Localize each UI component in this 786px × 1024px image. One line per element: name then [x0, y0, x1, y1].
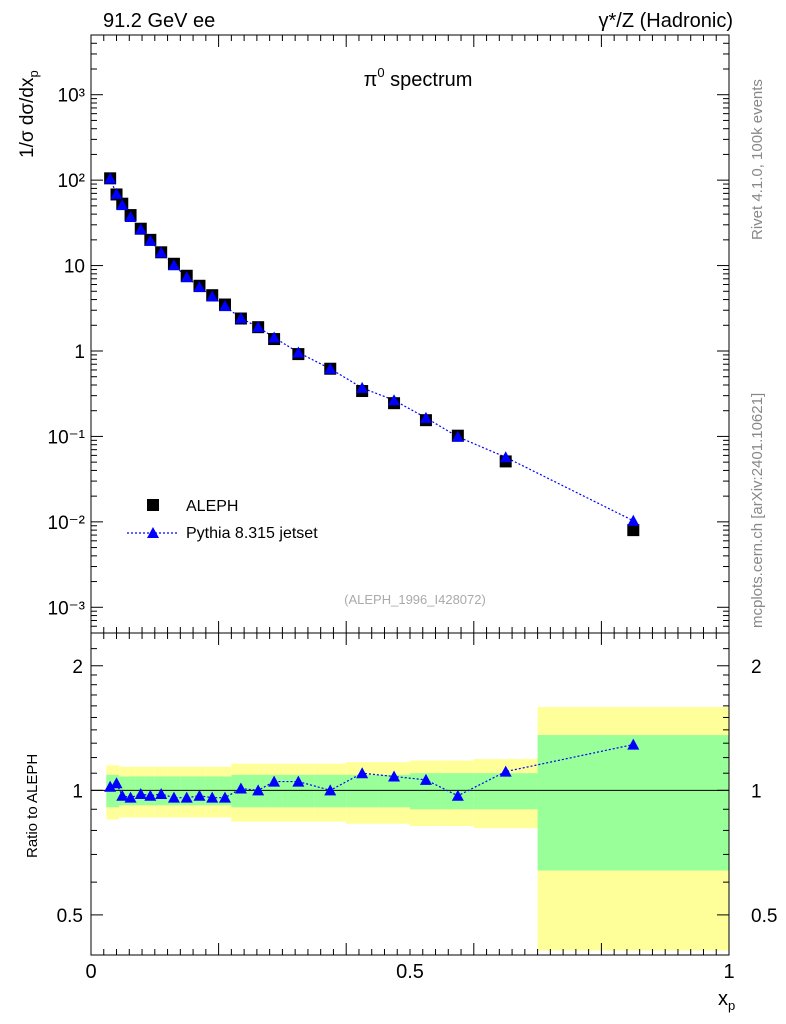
main-y-tick-label-0: 10⁻³ — [48, 598, 86, 619]
mc-point-0 — [104, 172, 117, 184]
legend-mc-marker — [147, 527, 159, 538]
mc-point-1 — [110, 187, 123, 199]
legend-mc-label: Pythia 8.315 jetset — [186, 525, 318, 542]
data-point-22 — [627, 524, 640, 537]
ratio-mc-point-7 — [167, 791, 180, 803]
ratio-mc-point-19 — [419, 773, 432, 785]
main-y-tick-label-4: 10 — [64, 257, 85, 278]
ratio-mc-point-0 — [104, 780, 117, 792]
ratio-mc-point-21 — [499, 765, 512, 777]
ratio-mc-point-16 — [324, 784, 337, 796]
x-tick-label-0: 0 — [85, 961, 96, 983]
main-plot-frame — [90, 34, 730, 634]
ratio-mc-point-2 — [116, 789, 129, 801]
ratio-inner-band-22 — [537, 735, 729, 871]
ratio-mc-point-3 — [124, 791, 137, 803]
ratio-mc-point-20 — [451, 789, 464, 801]
ratio-mc-point-4 — [134, 787, 147, 799]
mc-point-20 — [451, 430, 464, 442]
ratio-y-tick-label-left-1: 1 — [72, 781, 83, 802]
ratio-mc-point-9 — [193, 789, 206, 801]
main-y-tick-label-6: 10³ — [58, 86, 85, 107]
ratio-plot-series — [104, 738, 640, 803]
mc-point-3 — [124, 211, 137, 223]
mc-point-13 — [252, 321, 265, 333]
ratio-y-tick-label-left-2: 2 — [72, 657, 83, 678]
header-energy-label: 91.2 GeV ee — [103, 10, 215, 32]
ratio-inner-band-21 — [473, 773, 538, 810]
mcplots-reference-label: mcplots.cern.ch [arXiv:2401.10621] — [749, 393, 766, 628]
header-process-label: γ*/Z (Hadronic) — [599, 10, 733, 32]
ratio-mc-point-10 — [206, 791, 219, 803]
x-axis-label: xp — [718, 988, 735, 1013]
mc-point-8 — [180, 271, 193, 283]
ratio-mc-point-5 — [144, 789, 157, 801]
mc-point-21 — [499, 451, 512, 463]
mc-series-line — [109, 178, 634, 522]
ratio-mc-point-22 — [627, 738, 640, 750]
mc-point-12 — [234, 312, 247, 324]
mc-point-22 — [627, 514, 640, 526]
ratio-y-tick-label-left-0: 0.5 — [57, 906, 83, 927]
main-plot-series — [104, 172, 640, 537]
ratio-mc-point-6 — [155, 787, 168, 799]
ratio-y-axis-label: Ratio to ALEPH — [24, 754, 41, 858]
plot-title: π0 spectrum — [364, 65, 473, 91]
rivet-version-label: Rivet 4.1.0, 100k events — [749, 79, 766, 240]
ratio-mc-point-1 — [110, 777, 123, 789]
ratio-y-tick-label-right-1: 1 — [751, 781, 762, 802]
legend-data-marker — [147, 499, 159, 511]
ratio-mc-point-17 — [356, 767, 369, 779]
ratio-mc-point-18 — [388, 770, 401, 782]
ratio-mc-point-8 — [180, 791, 193, 803]
ratio-inner-band-1 — [113, 774, 120, 808]
mc-point-19 — [419, 411, 432, 423]
mc-point-15 — [292, 346, 305, 358]
ratio-mc-point-11 — [218, 791, 231, 803]
ratio-mc-point-15 — [292, 775, 305, 787]
ratio-mc-point-14 — [268, 775, 281, 787]
ratio-inner-band-3 — [125, 776, 136, 806]
mc-point-14 — [268, 331, 281, 343]
main-y-tick-label-3: 1 — [74, 342, 85, 363]
main-y-tick-label-1: 10⁻² — [48, 513, 86, 534]
ratio-mc-point-13 — [252, 784, 265, 796]
ratio-axis-ticks: 0.5 0.5 1 1 2 2 0 0.5 1 — [57, 633, 777, 983]
mc-point-10 — [206, 290, 219, 302]
mc-point-2 — [116, 199, 129, 211]
mc-point-18 — [388, 394, 401, 406]
mc-point-7 — [167, 259, 180, 271]
analysis-watermark: (ALEPH_1996_I428072) — [344, 592, 486, 607]
x-tick-label-1: 0.5 — [396, 961, 424, 983]
ratio-y-tick-label-right-0: 0.5 — [751, 906, 777, 927]
mc-point-9 — [193, 281, 206, 293]
mc-point-16 — [324, 362, 337, 374]
mc-point-17 — [356, 381, 369, 393]
ratio-mc-point-12 — [234, 782, 247, 794]
mc-point-4 — [134, 223, 147, 235]
main-y-tick-label-5: 10² — [58, 171, 85, 192]
ratio-inner-band-17 — [346, 774, 379, 808]
main-axis-ticks: 10⁻³ 10⁻² 10⁻¹ 1 10 10² 10³ — [48, 34, 730, 634]
main-y-tick-label-2: 10⁻¹ — [48, 427, 86, 448]
legend: ALEPH Pythia 8.315 jetset — [127, 498, 318, 542]
ratio-y-tick-label-right-2: 2 — [751, 657, 762, 678]
mc-point-11 — [218, 300, 231, 312]
legend-data-label: ALEPH — [186, 498, 238, 515]
x-tick-label-2: 1 — [723, 961, 734, 983]
main-y-axis-label: 1/σ dσ/dxp — [17, 70, 41, 158]
mc-point-5 — [144, 234, 157, 246]
mc-point-6 — [155, 246, 168, 258]
